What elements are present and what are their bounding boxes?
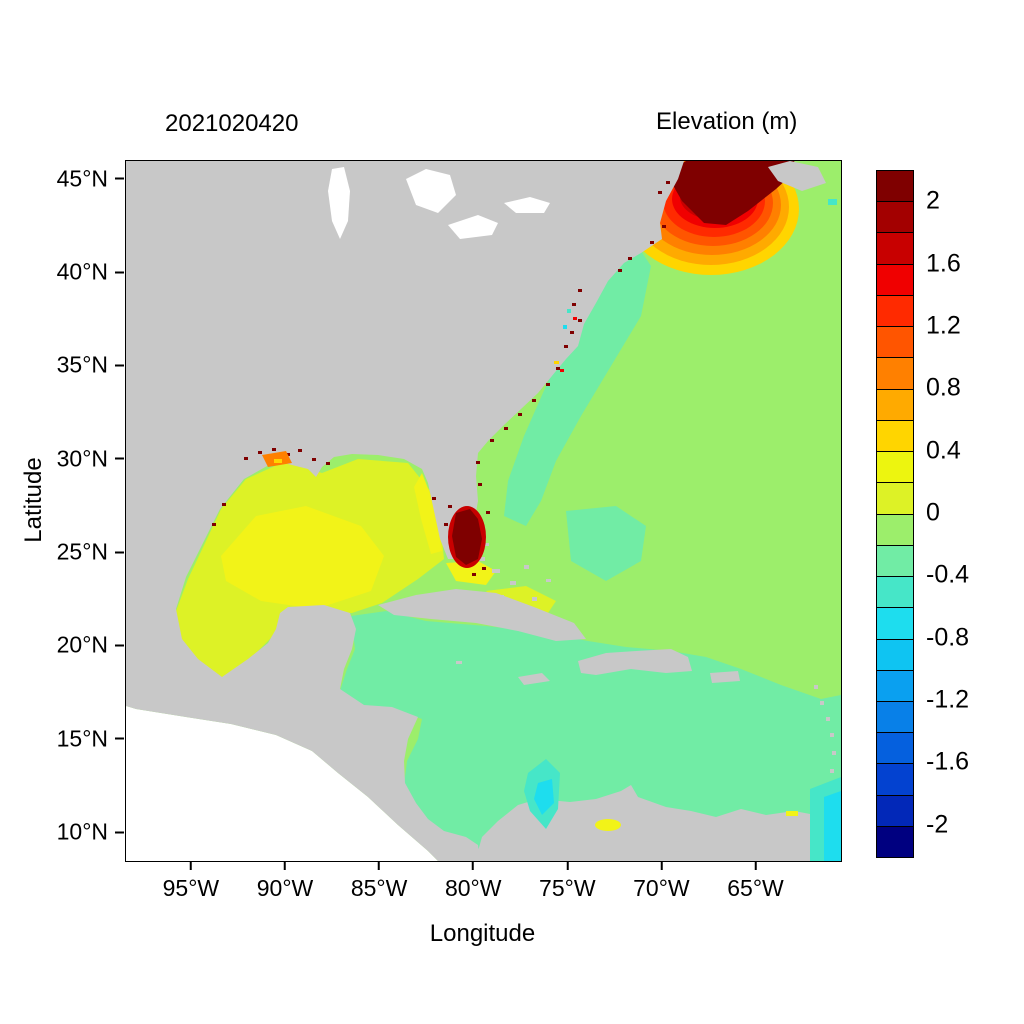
colorbar-segment (877, 263, 913, 295)
colorbar-segment (877, 513, 913, 545)
x-axis-tick-mark (660, 861, 663, 870)
x-axis-tick: 90°W (256, 861, 314, 902)
coastal-surge-speckles (212, 181, 670, 526)
y-axis-tick-label: 25°N (56, 538, 108, 565)
x-axis-tick: 95°W (162, 861, 220, 902)
x-axis-tick-label: 75°W (539, 875, 596, 901)
land-nova-scotia (768, 161, 826, 191)
y-axis-tick: 25°N (57, 539, 124, 566)
x-axis-tick: 75°W (539, 861, 596, 902)
y-axis-tick-label: 20°N (56, 631, 108, 658)
x-axis-tick-label: 90°W (256, 875, 314, 901)
colorbar-segment (877, 669, 913, 701)
x-axis-tick-label: 65°W (727, 875, 784, 901)
y-axis-tick-mark (115, 644, 124, 647)
x-axis-tick: 65°W (727, 861, 784, 902)
y-axis-tick-mark (115, 177, 124, 180)
x-axis-tick-mark (284, 861, 286, 870)
x-axis-tick: 85°W (350, 861, 408, 902)
x-axis-tick-mark (378, 861, 381, 870)
y-axis-tick-mark (115, 831, 124, 833)
y-axis-tick: 40°N (57, 259, 124, 286)
x-axis-tick-label: 85°W (350, 875, 408, 901)
y-axis-tick: 35°N (57, 352, 124, 379)
colorbar-segment (877, 357, 913, 389)
colorbar-segment (877, 388, 913, 420)
colorbar-segment (877, 607, 913, 639)
land-south-america (478, 785, 841, 861)
colorbar (876, 170, 914, 858)
colorbar-tick-label: -1.6 (926, 747, 970, 776)
y-axis-tick-mark (115, 271, 124, 274)
y-axis-tick-label: 40°N (56, 258, 108, 285)
surge-contours-gulf-of-maine (623, 161, 799, 275)
y-axis-tick-label: 10°N (56, 818, 108, 845)
colorbar-segment (877, 419, 913, 452)
pacific-no-data-area (126, 706, 438, 861)
colorbar-tick-labels: 2 1.6 1.2 0.8 0.4 0 -0.4 -0.8 -1.2 -1.6 -2 (926, 170, 1016, 856)
colorbar-segment (877, 544, 913, 577)
y-axis-tick-label: 35°N (56, 351, 108, 378)
colorbar-segment (877, 451, 913, 483)
colorbar-title: Elevation (m) (656, 108, 798, 135)
y-axis-tick-label: 15°N (56, 725, 108, 752)
colorbar-tick-label: -1.2 (926, 685, 970, 714)
map-plot (125, 160, 842, 862)
land-north-america (126, 161, 684, 861)
x-axis-tick: 70°W (633, 861, 690, 902)
colorbar-tick-label: -2 (926, 810, 949, 839)
colorbar-segment (877, 482, 913, 514)
colorbar-tick-label: -0.4 (926, 560, 970, 589)
colorbar-tick-label: 1.2 (926, 311, 961, 340)
x-axis-tick-label: 70°W (633, 875, 690, 901)
y-axis-tick: 45°N (57, 165, 124, 192)
x-axis-tick: 80°W (444, 861, 502, 902)
colorbar-tick-label: -0.8 (926, 623, 970, 652)
y-axis-tick: 30°N (57, 445, 124, 472)
y-axis-tick-label: 30°N (56, 445, 108, 472)
y-axis-tick: 10°N (57, 819, 124, 846)
y-axis-tick-mark (115, 737, 124, 740)
colorbar-tick-label: 0.8 (926, 373, 961, 402)
x-axis-tick-mark (472, 861, 475, 870)
y-axis-tick: 20°N (57, 632, 124, 659)
x-axis-label: Longitude (429, 920, 536, 947)
colorbar-tick-label: 2 (926, 186, 940, 215)
gulf-of-mexico-region (176, 459, 556, 679)
colorbar-segment (877, 326, 913, 358)
negative-anomaly-patches (524, 199, 841, 861)
y-axis-tick-mark (115, 551, 124, 554)
y-axis-tick-mark (115, 457, 124, 460)
x-axis-tick-mark (754, 861, 757, 870)
plot-date-title: 2021020420 (165, 110, 299, 137)
y-axis-tick-label: 45°N (56, 165, 108, 192)
x-axis-ticks: 95°W 90°W 85°W 80°W 75°W 70°W 65°W (125, 861, 840, 907)
colorbar-segment (877, 732, 913, 764)
x-axis-tick-mark (566, 861, 569, 870)
colorbar-segment (877, 171, 913, 202)
colorbar-segment (877, 294, 913, 327)
colorbar-segment (877, 794, 913, 826)
colorbar-segment (877, 638, 913, 670)
colorbar-tick-label: 1.6 (926, 249, 961, 278)
colorbar-segment (877, 825, 913, 858)
x-axis-tick-label: 80°W (444, 875, 502, 901)
y-axis-tick-mark (115, 364, 124, 367)
colorbar-segment (877, 232, 913, 264)
colorbar-segment (877, 700, 913, 733)
colorbar-segment (877, 201, 913, 233)
great-lakes (328, 167, 550, 239)
south-florida-surge (444, 505, 490, 576)
y-axis-ticks: 45°N 40°N 35°N 30°N 25°N 20°N 15°N 10°N (0, 160, 124, 860)
colorbar-segment (877, 576, 913, 608)
x-axis-tick-label: 95°W (162, 875, 220, 901)
colorbar-tick-label: 0.4 (926, 436, 961, 465)
x-axis-tick-mark (189, 861, 192, 870)
colorbar-tick-label: 0 (926, 498, 940, 527)
y-axis-tick: 15°N (57, 725, 124, 752)
elevation-map (126, 161, 841, 861)
colorbar-segment (877, 763, 913, 795)
small-positive-patches (595, 811, 798, 831)
